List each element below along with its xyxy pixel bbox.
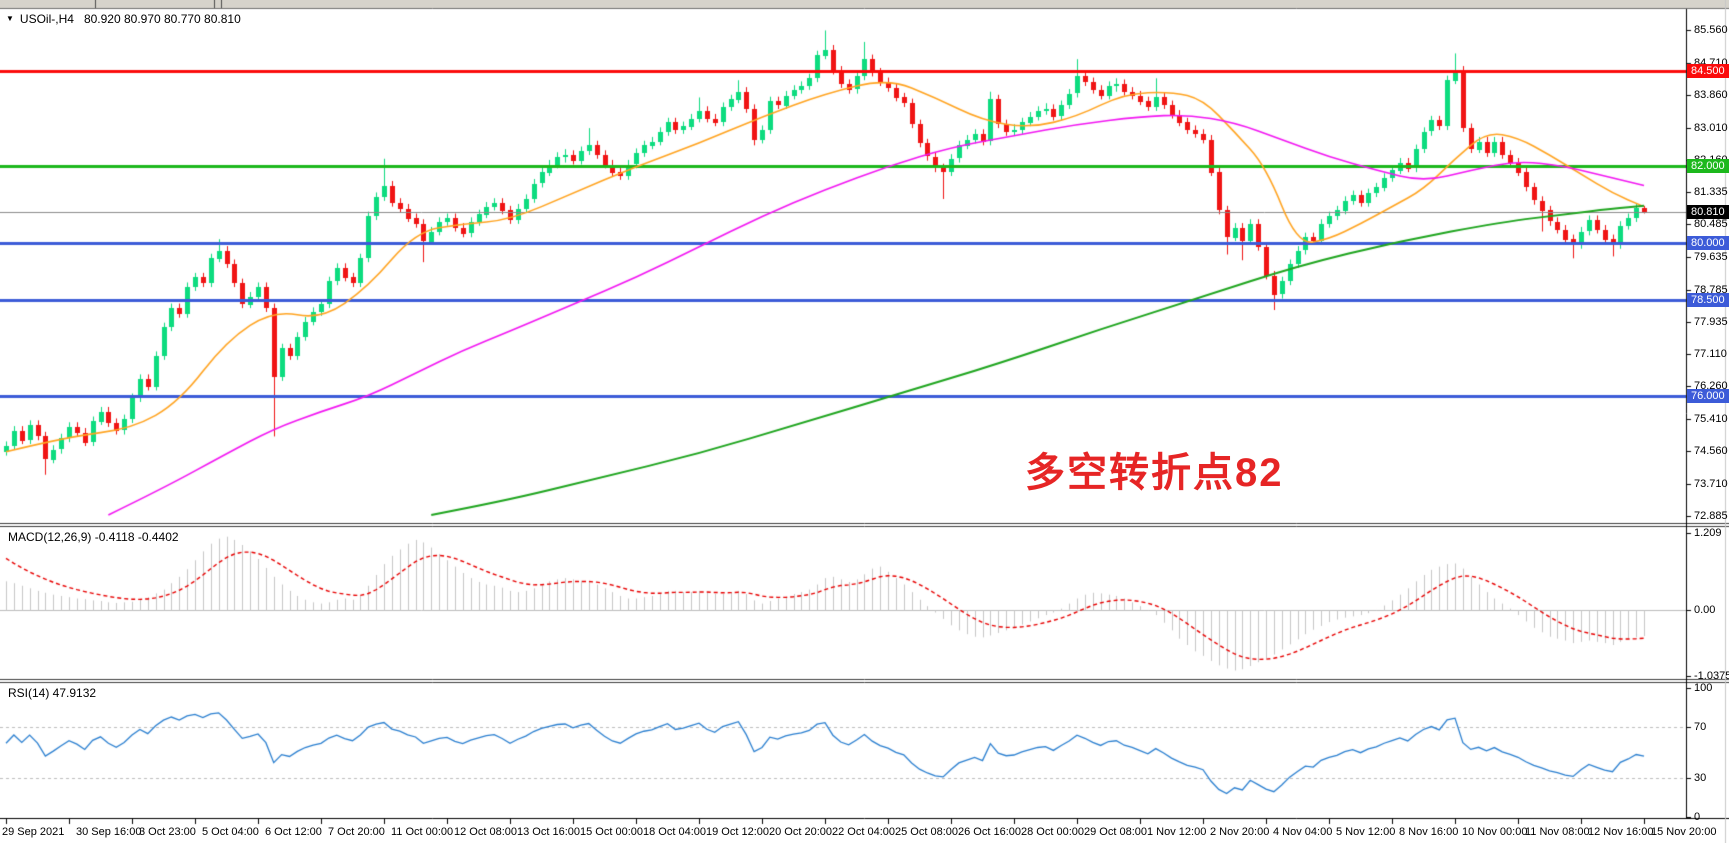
time-axis-label: 26 Oct 16:00	[958, 826, 1021, 838]
symbol-timeframe-label: USOil-,H4	[19, 12, 74, 26]
price-axis-label: 77.935	[1694, 316, 1728, 329]
price-tag: 78.500	[1687, 293, 1729, 308]
time-axis-label: 10 Nov 00:00	[1462, 826, 1528, 838]
price-tag: 76.000	[1687, 389, 1729, 404]
time-axis-label: 25 Oct 08:00	[895, 826, 958, 838]
time-axis-label: 29 Sep 2021	[2, 826, 65, 838]
time-axis-label: 15 Nov 20:00	[1651, 826, 1717, 838]
time-axis-label: 8 Nov 16:00	[1399, 826, 1459, 838]
price-axis-label: 80.485	[1694, 218, 1728, 231]
time-axis-label: 5 Nov 12:00	[1336, 826, 1396, 838]
rsi-axis-label: 30	[1694, 772, 1707, 785]
time-axis-label: 28 Oct 00:00	[1021, 826, 1084, 838]
price-axis-label: 79.635	[1694, 250, 1728, 263]
time-axis-label: 20 Oct 20:00	[769, 826, 832, 838]
chart-title: ▼ USOil-,H4 80.920 80.970 80.770 80.810	[6, 12, 241, 26]
macd-axis-label: 0.00	[1694, 603, 1716, 616]
time-axis-label: 7 Oct 20:00	[328, 826, 385, 838]
price-axis-label: 72.885	[1694, 509, 1728, 522]
chart-text-annotation[interactable]: 多空转折点82	[1025, 451, 1284, 495]
price-axis-label: 75.410	[1694, 412, 1728, 425]
price-tag: 80.810	[1687, 204, 1729, 219]
rsi-axis-label: 0	[1694, 810, 1701, 823]
macd-axis-label: 1.209	[1694, 526, 1722, 539]
time-axis-label: 5 Oct 04:00	[202, 826, 259, 838]
price-axis-label: 74.560	[1694, 445, 1728, 458]
time-axis-label: 6 Oct 12:00	[265, 826, 322, 838]
price-axis-label: 78.785	[1694, 283, 1728, 296]
time-axis-label: 18 Oct 04:00	[643, 826, 706, 838]
price-axis-label: 85.560	[1694, 24, 1728, 37]
time-axis-label: 19 Oct 12:00	[706, 826, 769, 838]
symbol-dropdown-icon[interactable]: ▼	[6, 14, 14, 23]
time-axis-label: 2 Nov 20:00	[1210, 826, 1270, 838]
time-axis-label: 12 Nov 16:00	[1588, 826, 1654, 838]
price-axis-label: 73.710	[1694, 477, 1728, 490]
time-axis-label: 29 Oct 08:00	[1084, 826, 1147, 838]
macd-indicator-label: MACD(12,26,9) -0.4118 -0.4402	[8, 530, 179, 544]
ohlc-values: 80.920 80.970 80.770 80.810	[83, 12, 241, 26]
rsi-indicator-label: RSI(14) 47.9132	[8, 686, 97, 700]
price-axis-label: 77.110	[1694, 347, 1727, 360]
price-tag: 82.000	[1687, 159, 1729, 174]
price-tag: 84.500	[1687, 63, 1729, 78]
time-axis-label: 30 Sep 16:00	[76, 826, 142, 838]
time-axis-label: 1 Nov 12:00	[1147, 826, 1207, 838]
time-axis-label: 15 Oct 00:00	[580, 826, 643, 838]
price-axis-label: 83.010	[1694, 121, 1728, 134]
time-axis-label: 22 Oct 04:00	[832, 826, 895, 838]
rsi-axis-label: 100	[1694, 681, 1713, 694]
price-tag: 80.000	[1687, 236, 1729, 251]
time-axis-label: 12 Oct 08:00	[454, 826, 517, 838]
time-axis-label: 3 Oct 23:00	[139, 826, 196, 838]
time-axis-label: 4 Nov 04:00	[1273, 826, 1333, 838]
time-axis-label: 11 Nov 08:00	[1525, 826, 1590, 838]
time-axis-label: 11 Oct 00:00	[391, 826, 454, 838]
price-axis-label: 83.860	[1694, 89, 1728, 102]
price-axis-label: 81.335	[1694, 185, 1728, 198]
time-axis-label: 13 Oct 16:00	[517, 826, 580, 838]
macd-axis-label: -1.0375	[1694, 670, 1729, 683]
rsi-axis-label: 70	[1694, 720, 1707, 733]
